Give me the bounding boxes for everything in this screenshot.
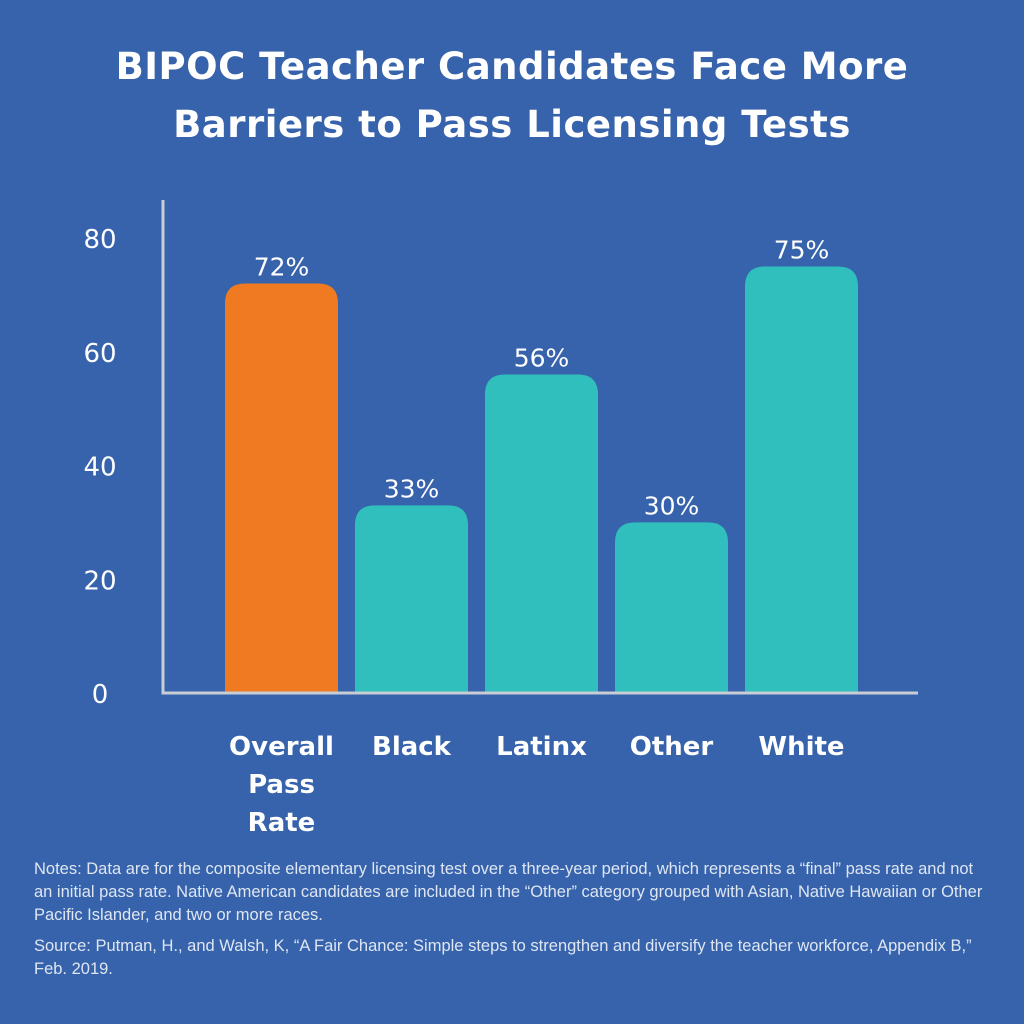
x-tick-label: White xyxy=(758,732,844,762)
notes-text: Notes: Data are for the composite elemen… xyxy=(34,860,983,924)
y-tick-label: 80 xyxy=(83,225,116,255)
x-tick-label: Overall xyxy=(229,732,334,762)
title-line-2: Barriers to Pass Licensing Tests xyxy=(173,103,851,146)
bar xyxy=(225,283,338,693)
data-label: 30% xyxy=(644,491,700,520)
bar xyxy=(355,505,468,693)
notes-section: Notes: Data are for the composite elemen… xyxy=(34,858,994,989)
x-tick-label: Other xyxy=(630,732,714,762)
x-tick-label: Black xyxy=(372,732,452,762)
data-label: 72% xyxy=(254,253,310,282)
bar-chart: 0 20 40 60 80 72% Overall Pass Rate 33% Black 56% La… xyxy=(83,200,918,838)
x-tick-label: Pass xyxy=(248,770,315,800)
y-tick-label: 40 xyxy=(83,453,116,483)
bar xyxy=(745,266,858,693)
x-tick-label: Latinx xyxy=(496,732,587,762)
data-label: 56% xyxy=(514,344,570,373)
source-text: Source: Putman, H., and Walsh, K, “A Fai… xyxy=(34,937,972,978)
bar xyxy=(615,522,728,693)
y-tick-label: 60 xyxy=(83,339,116,369)
y-tick-label: 20 xyxy=(83,566,116,596)
y-tick-label: 0 xyxy=(92,680,109,710)
data-label: 75% xyxy=(774,235,830,264)
chart-title: BIPOC Teacher Candidates Face More Barri… xyxy=(0,38,1024,154)
x-tick-label: Rate xyxy=(248,808,316,838)
bar xyxy=(485,374,598,693)
data-label: 33% xyxy=(384,474,440,503)
title-line-1: BIPOC Teacher Candidates Face More xyxy=(115,45,909,88)
